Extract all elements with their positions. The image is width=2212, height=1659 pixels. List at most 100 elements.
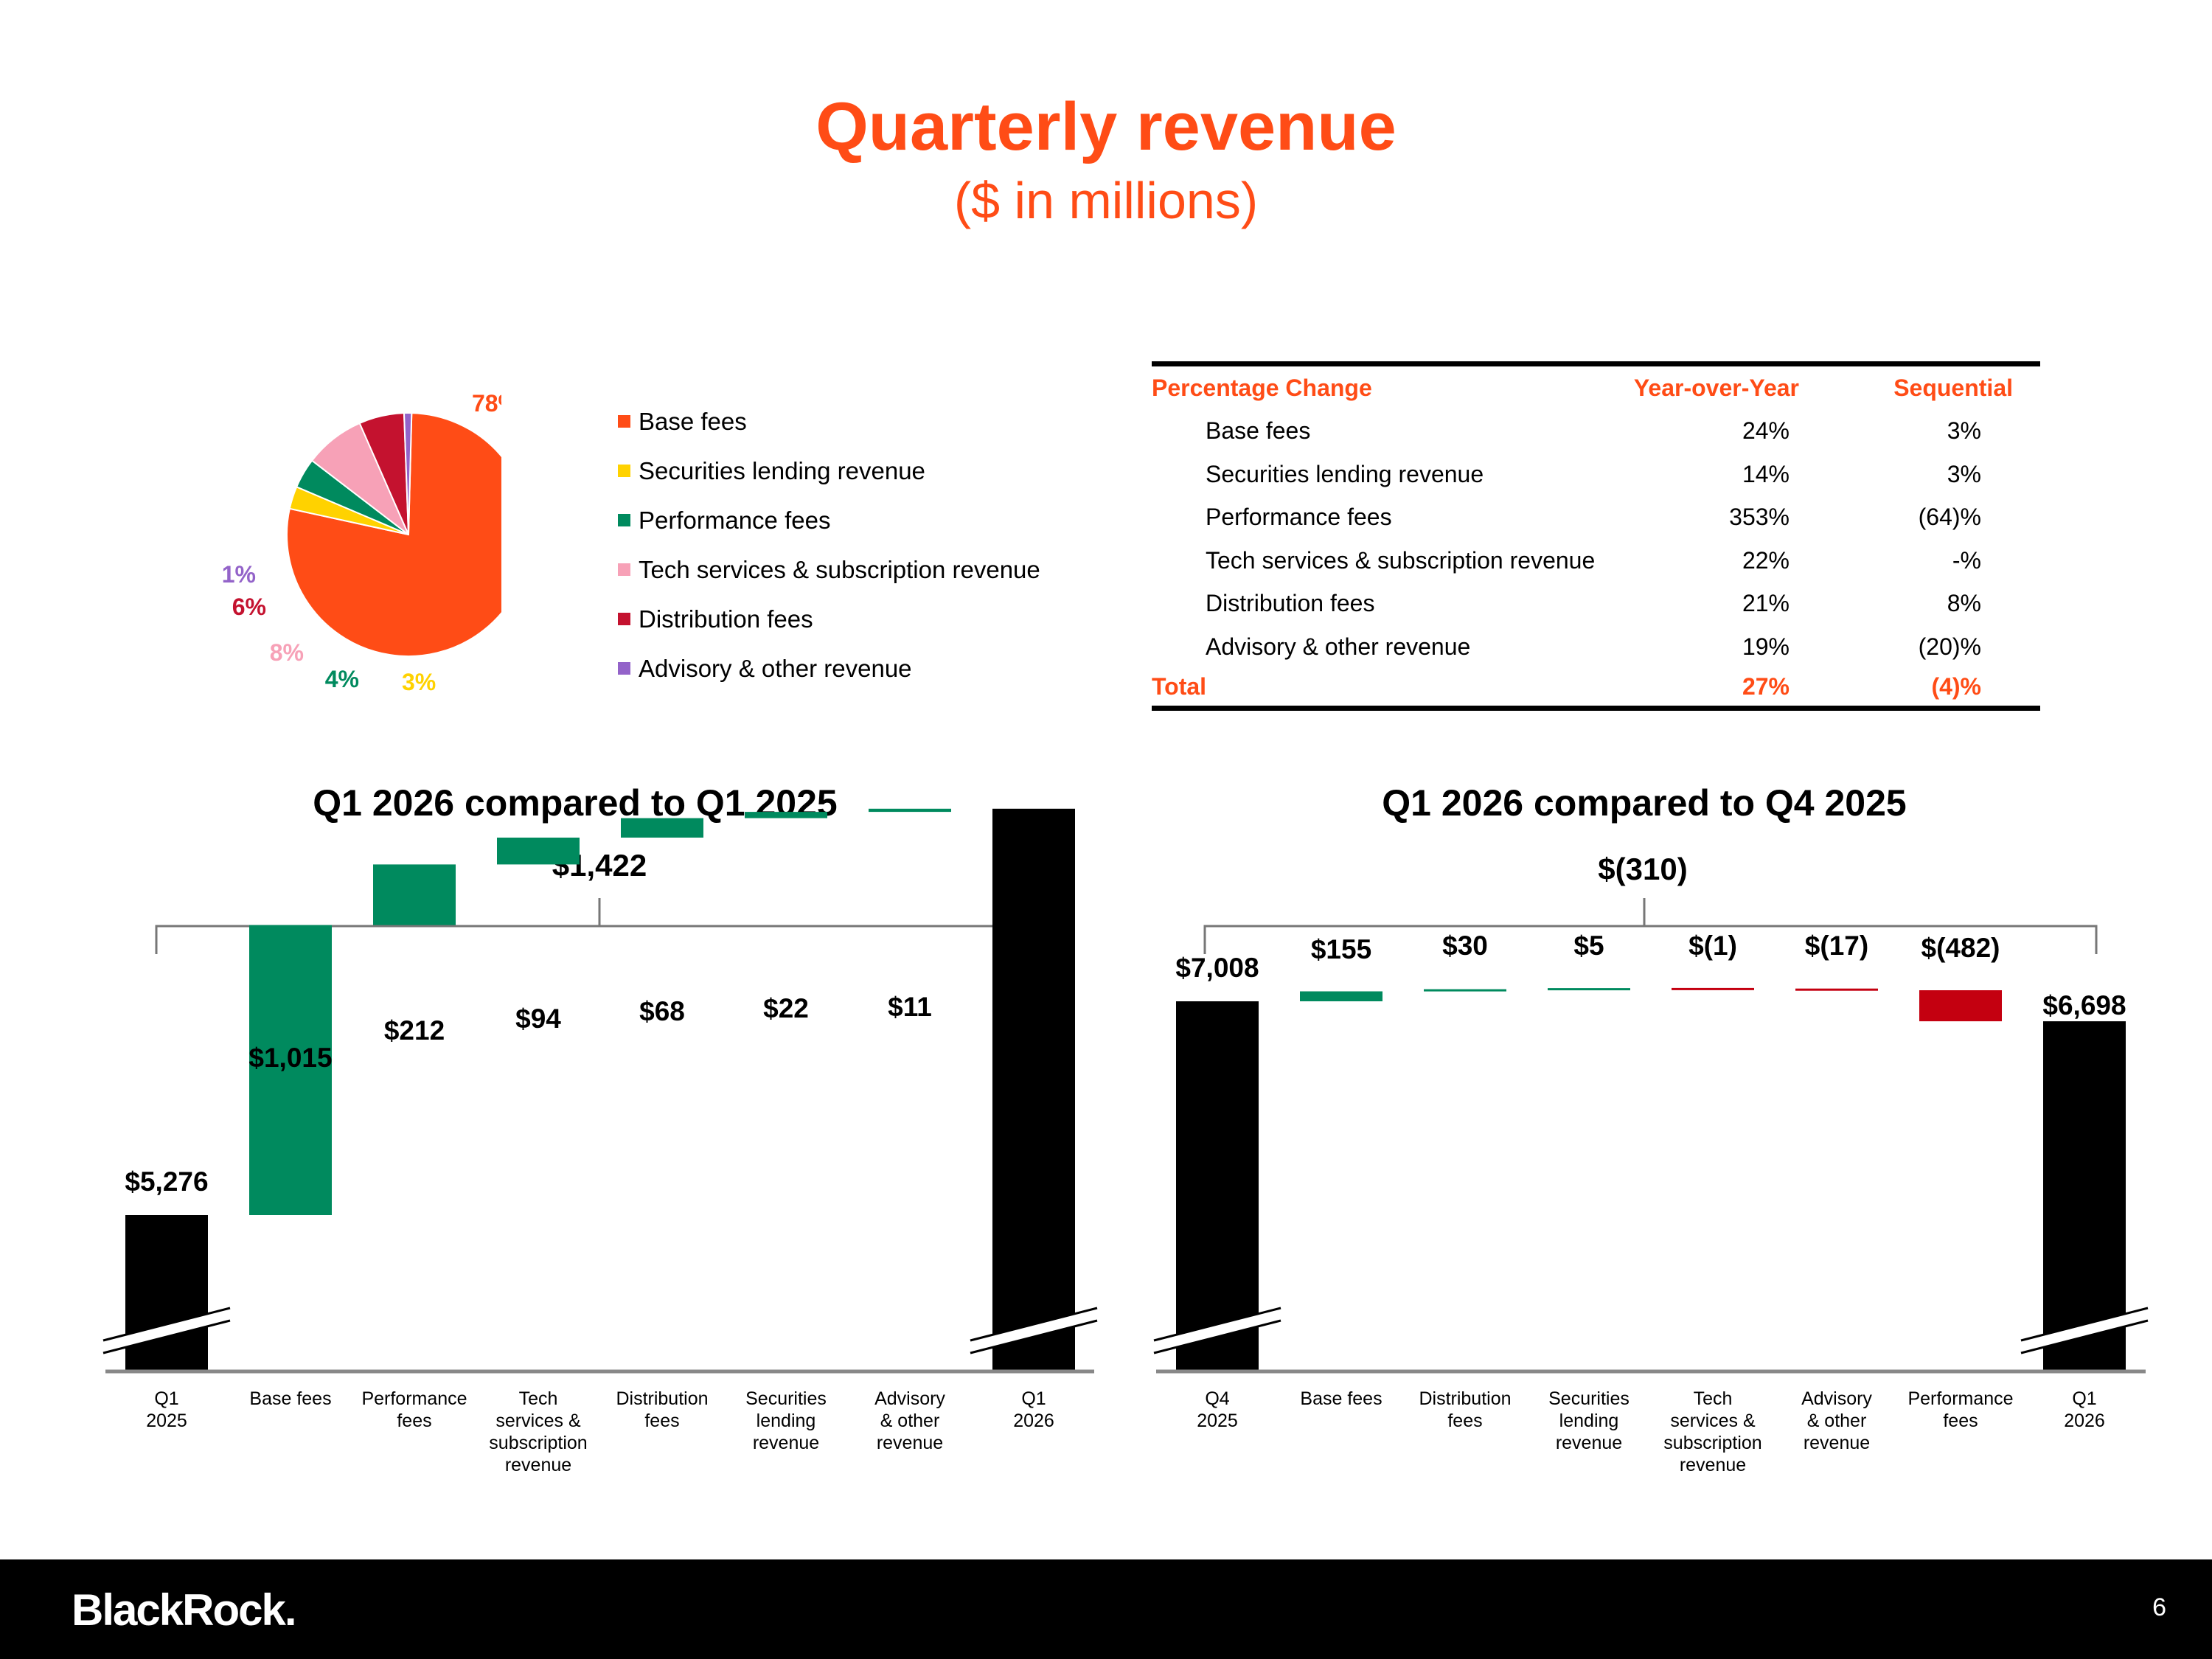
category-label-q1-2026: Q1 2026 [1013,1388,1054,1431]
blackrock-logo: BlackRock. [72,1585,296,1635]
waterfall-bar-q4-2025 [1176,1001,1259,1370]
axis-break-gap [2021,1308,2148,1353]
waterfall-bar-advisory-other-revenue [1795,988,1878,991]
category-label-q1-2026: Q1 2026 [2064,1388,2105,1431]
table-row: Distribution fees 21% 8% [1152,582,2040,626]
value-label-q1-2026: $6,698 [992,992,1075,1022]
waterfall-bar-distribution-fees [1424,989,1506,992]
axis-break-line [2020,1319,2149,1354]
row-yoy: 353% [1729,504,1790,531]
category-label-tech-services-subscription-revenue: Tech services & subscription revenue [1663,1388,1761,1475]
category-label-securities-lending-revenue: Securities lending revenue [745,1388,827,1453]
pie-label-distribution-fees: 6% [232,594,266,620]
table-header-yoy: Year-over-Year [1633,374,1799,401]
pie-label-advisory-other-revenue: 1% [222,561,256,588]
bridge-bracket [1203,898,2098,954]
total-sequential: (4)% [1931,673,1981,700]
waterfall-bar-securities-lending-revenue [745,812,827,818]
table-row: Tech services & subscription revenue 22%… [1152,539,2040,582]
legend-label: Advisory & other revenue [639,654,912,682]
legend-label: Performance fees [639,506,831,534]
row-label: Advisory & other revenue [1206,633,1471,660]
legend-swatch [618,563,630,576]
row-label: Distribution fees [1206,590,1375,617]
value-label-q4-2025: $7,008 [1175,953,1259,983]
waterfall-yoy-chart: $5,276 Q1 2025 $1,015 Base fees $212 Performan… [102,808,1098,1475]
table-row: Base fees 24% 3% [1152,410,2040,453]
value-label-securities-lending-revenue: $22 [763,993,809,1023]
legend-item-base-fees: Base fees [618,397,1040,446]
axis-break-line [102,1307,231,1342]
waterfall-qoq-chart: $7,008 Q4 2025 $155 Base fees $30 Distribution… [1153,898,2149,1475]
waterfall-bar-tech-services-subscription-revenue [497,838,580,865]
total-label: Total [1152,673,1207,700]
table-row: Securities lending revenue 14% 3% [1152,453,2040,496]
legend-label: Tech services & subscription revenue [639,555,1040,583]
waterfall-bar-performance-fees [373,864,456,925]
category-label-distribution-fees: Distribution fees [616,1388,708,1431]
category-label-performance-fees: Performance fees [361,1388,467,1431]
category-label-base-fees: Base fees [249,1388,331,1409]
row-sequential: 3% [1947,460,1981,487]
legend-swatch [618,465,630,477]
value-label-distribution-fees: $30 [1442,931,1488,961]
value-label-distribution-fees: $68 [639,996,685,1026]
row-yoy: 19% [1742,633,1790,660]
pie-label-tech-services-subscription-revenue: 8% [270,639,304,666]
legend-item-advisory-other-revenue: Advisory & other revenue [618,644,1040,693]
row-sequential: -% [1952,546,1981,574]
category-label-distribution-fees: Distribution fees [1419,1388,1511,1431]
axis-break-line [2020,1307,2149,1342]
value-label-base-fees: $1,015 [248,1043,332,1073]
waterfall-bar-securities-lending-revenue [1548,988,1630,991]
pie-label-securities-lending-revenue: 3% [402,669,436,695]
value-label-advisory-other-revenue: $11 [888,992,932,1022]
table-header-row: Percentage Change Year-over-Year Sequent… [1152,366,2040,410]
legend-swatch [618,415,630,428]
table-row: Performance fees 353% (64)% [1152,496,2040,540]
row-yoy: 24% [1742,417,1790,445]
axis-break-gap [970,1308,1097,1353]
value-label-tech-services-subscription-revenue: $(1) [1688,931,1737,961]
table-row: Advisory & other revenue 19% (20)% [1152,625,2040,669]
page-subtitle: ($ in millions) [953,172,1259,229]
row-yoy: 21% [1742,590,1790,617]
pie-label-base-fees: 78% [472,390,501,417]
pie-slice-advisory-other-revenue [403,412,413,535]
category-label-q4-2025: Q4 2025 [1197,1388,1238,1431]
category-label-securities-lending-revenue: Securities lending revenue [1548,1388,1630,1453]
category-label-base-fees: Base fees [1300,1388,1382,1409]
waterfall-bar-base-fees [249,925,332,1215]
legend-label: Securities lending revenue [639,456,925,484]
value-label-performance-fees: $(482) [1921,933,2000,963]
pie-slice-base-fees [286,412,501,658]
row-yoy: 14% [1742,460,1790,487]
legend-label: Distribution fees [639,605,813,633]
waterfall-bar-q1-2026 [992,808,1075,1370]
row-sequential: (20)% [1918,633,1981,660]
legend-item-distribution-fees: Distribution fees [618,594,1040,644]
axis-break-line [1153,1307,1281,1342]
legend-swatch [618,613,630,625]
revenue-pie-chart: 78% 3% 4% 8%6% 1% [222,390,501,695]
row-yoy: 22% [1742,546,1790,574]
row-label: Tech services & subscription revenue [1206,546,1596,574]
pie-legend: Base fees Securities lending revenue Perfo… [618,397,1040,693]
value-label-securities-lending-revenue: $5 [1573,931,1604,961]
value-label-tech-services-subscription-revenue: $94 [515,1004,561,1034]
row-label: Base fees [1206,417,1311,445]
legend-item-performance-fees: Performance fees [618,495,1040,545]
waterfall-bar-performance-fees [1919,990,2002,1022]
category-label-tech-services-subscription-revenue: Tech services & subscription revenue [489,1388,587,1475]
value-label-q1-2026: $6,698 [2042,990,2126,1020]
value-label-base-fees: $155 [1311,934,1371,964]
waterfall-bar-advisory-other-revenue [869,808,951,813]
page-title: Quarterly revenue [815,89,1397,164]
legend-swatch [618,514,630,526]
value-label-advisory-other-revenue: $(17) [1805,931,1868,961]
waterfall-bar-distribution-fees [621,818,703,838]
axis-break-line [970,1319,1098,1354]
row-label: Performance fees [1206,504,1392,531]
footer-bar: BlackRock. 6 [0,1559,2212,1659]
category-label-q1-2025: Q1 2025 [146,1388,187,1431]
